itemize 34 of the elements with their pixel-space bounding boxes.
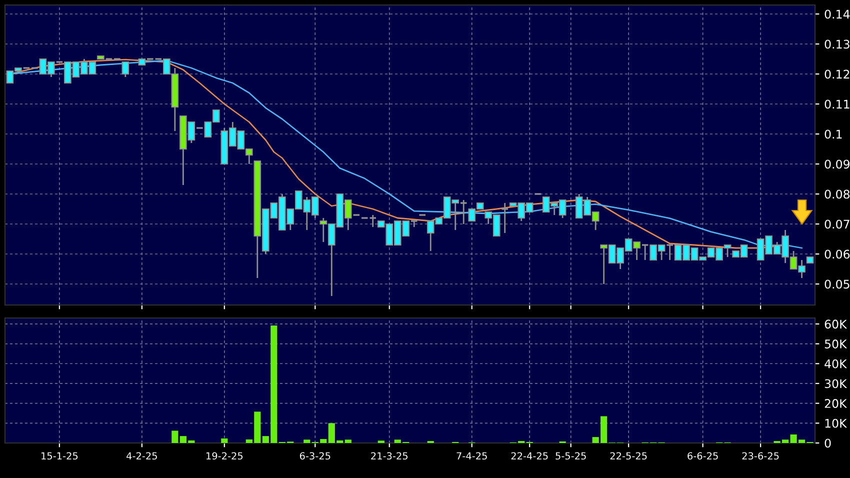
x-tick-label: 21-3-25 bbox=[371, 452, 408, 460]
bar bbox=[344, 440, 352, 443]
y-tick-label: 0.07 bbox=[824, 220, 850, 229]
y-tick-label: 20K bbox=[824, 399, 848, 408]
bar bbox=[172, 430, 178, 443]
bar bbox=[304, 440, 310, 443]
y-tick-label: 0.08 bbox=[824, 190, 850, 199]
x-tick-label: 19-2-25 bbox=[206, 452, 243, 460]
x-tick-label: 4-2-25 bbox=[126, 452, 157, 460]
y-tick-label: 0 bbox=[824, 438, 831, 448]
y-tick-label: 0.14 bbox=[824, 10, 850, 19]
x-tick-label: 6-3-25 bbox=[300, 452, 330, 460]
y-tick-label: 0.1 bbox=[824, 130, 842, 139]
y-tick-label: 0.05 bbox=[824, 280, 850, 289]
y-tick-label: 40K bbox=[824, 359, 848, 368]
y-tick-label: 50K bbox=[824, 340, 848, 348]
y-tick-label: 0.09 bbox=[824, 160, 850, 169]
y-tick-label: 0.06 bbox=[824, 250, 850, 259]
y-tick-label: 60K bbox=[824, 320, 848, 329]
y-tick-label: 0.13 bbox=[824, 40, 850, 49]
y-tick-label: 0.12 bbox=[824, 70, 850, 79]
x-tick-label: 15-1-25 bbox=[42, 452, 78, 460]
x-tick-label: 5-5-25 bbox=[556, 452, 586, 460]
candlestick bbox=[122, 61, 130, 78]
y-tick-label: 10K bbox=[825, 418, 848, 428]
x-tick-label: 6-6-25 bbox=[688, 452, 718, 460]
x-tick-label: 22-4-25 bbox=[511, 452, 548, 460]
x-tick-label: 23-6-25 bbox=[742, 452, 779, 460]
y-tick-label: 0.11 bbox=[824, 100, 850, 109]
x-tick-label: 22-5-25 bbox=[610, 452, 647, 460]
x-tick-label: 7-4-25 bbox=[456, 452, 487, 460]
bar bbox=[221, 438, 228, 443]
candlestick bbox=[500, 202, 509, 234]
y-tick-label: 30K bbox=[824, 379, 848, 388]
